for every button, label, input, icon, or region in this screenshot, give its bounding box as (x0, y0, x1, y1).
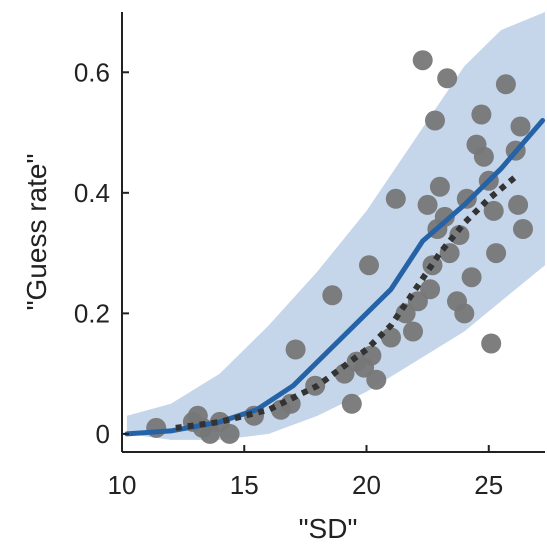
data-point (417, 194, 438, 215)
data-point (454, 303, 475, 324)
data-point (395, 303, 416, 324)
data-point (385, 188, 406, 209)
data-point (434, 206, 455, 227)
data-point (437, 68, 458, 89)
y-tick-label: 0.2 (74, 298, 110, 328)
data-point (471, 104, 492, 125)
data-point (429, 176, 450, 197)
x-tick-label: 10 (108, 470, 137, 500)
data-point (486, 243, 507, 264)
axes-layer (121, 12, 545, 453)
data-point (495, 74, 516, 95)
data-point (425, 110, 445, 131)
data-point (473, 146, 494, 167)
x-tick-label: 15 (230, 470, 259, 500)
y-tick-label: 0.4 (74, 178, 110, 208)
data-point (449, 225, 470, 245)
y-tick-label: 0 (96, 419, 110, 449)
data-point (508, 194, 529, 215)
x-tick-label: 25 (474, 470, 503, 500)
x-tick-label: 20 (352, 470, 381, 500)
data-point (420, 279, 441, 300)
data-point (219, 423, 240, 444)
data-point (513, 219, 533, 239)
data-point (483, 200, 504, 221)
data-point (285, 339, 306, 360)
x-axis-label: "SD" (299, 513, 358, 544)
data-point (366, 369, 387, 390)
data-point (359, 255, 379, 276)
scatter-points-layer (146, 50, 533, 444)
x-ticks-layer: 10 15 20 25 (108, 445, 503, 500)
lines-layer (124, 118, 546, 437)
data-point (341, 393, 362, 414)
data-point (322, 285, 343, 306)
dotted-fit-line (175, 172, 521, 431)
data-point (146, 417, 167, 438)
y-tick-label: 0.6 (74, 57, 110, 87)
data-point (403, 321, 423, 342)
data-point (334, 363, 355, 384)
data-point (381, 327, 401, 348)
data-point (510, 116, 531, 137)
data-point (461, 267, 482, 288)
data-point (412, 50, 433, 71)
y-axis-label: "Guess rate" (21, 154, 52, 311)
data-point (481, 333, 502, 354)
y-ticks-layer: 0 0.2 0.4 0.6 (74, 57, 129, 449)
